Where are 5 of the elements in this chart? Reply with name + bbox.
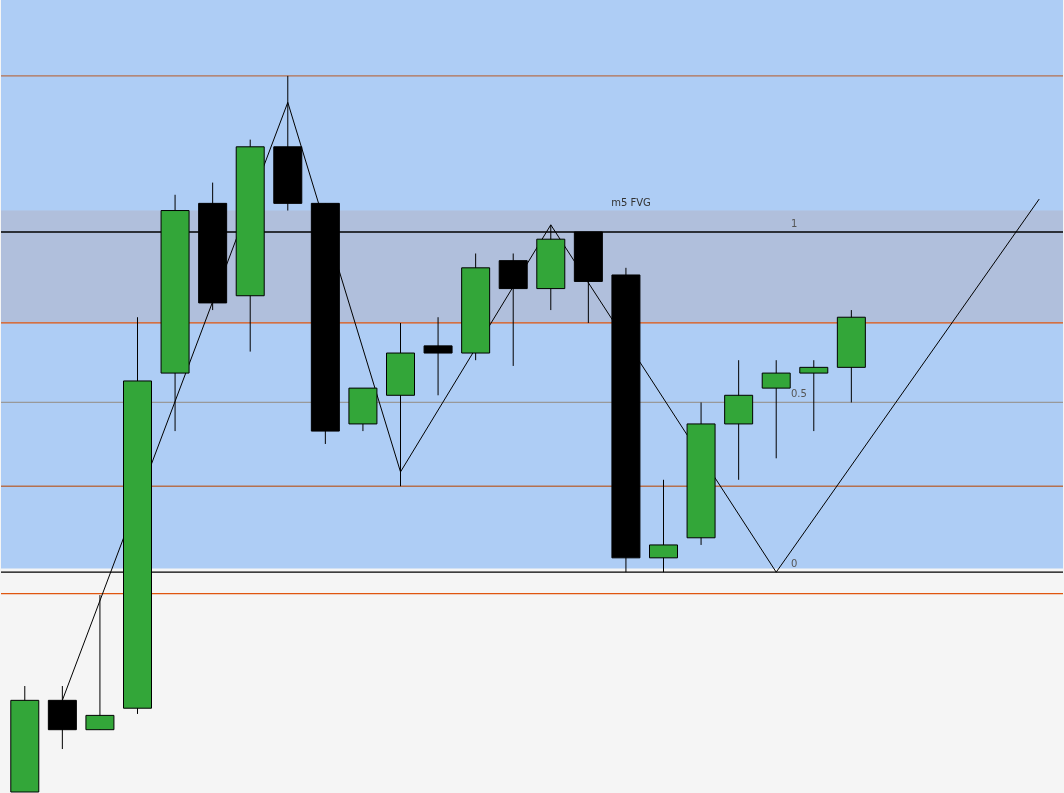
ref-line-label: 0.5 — [791, 388, 807, 400]
candlestick — [423, 316, 453, 396]
ref-line-label: 1 — [791, 218, 798, 230]
band-label: m5 FVG — [611, 196, 651, 208]
ref-line-label: 0 — [791, 558, 798, 570]
